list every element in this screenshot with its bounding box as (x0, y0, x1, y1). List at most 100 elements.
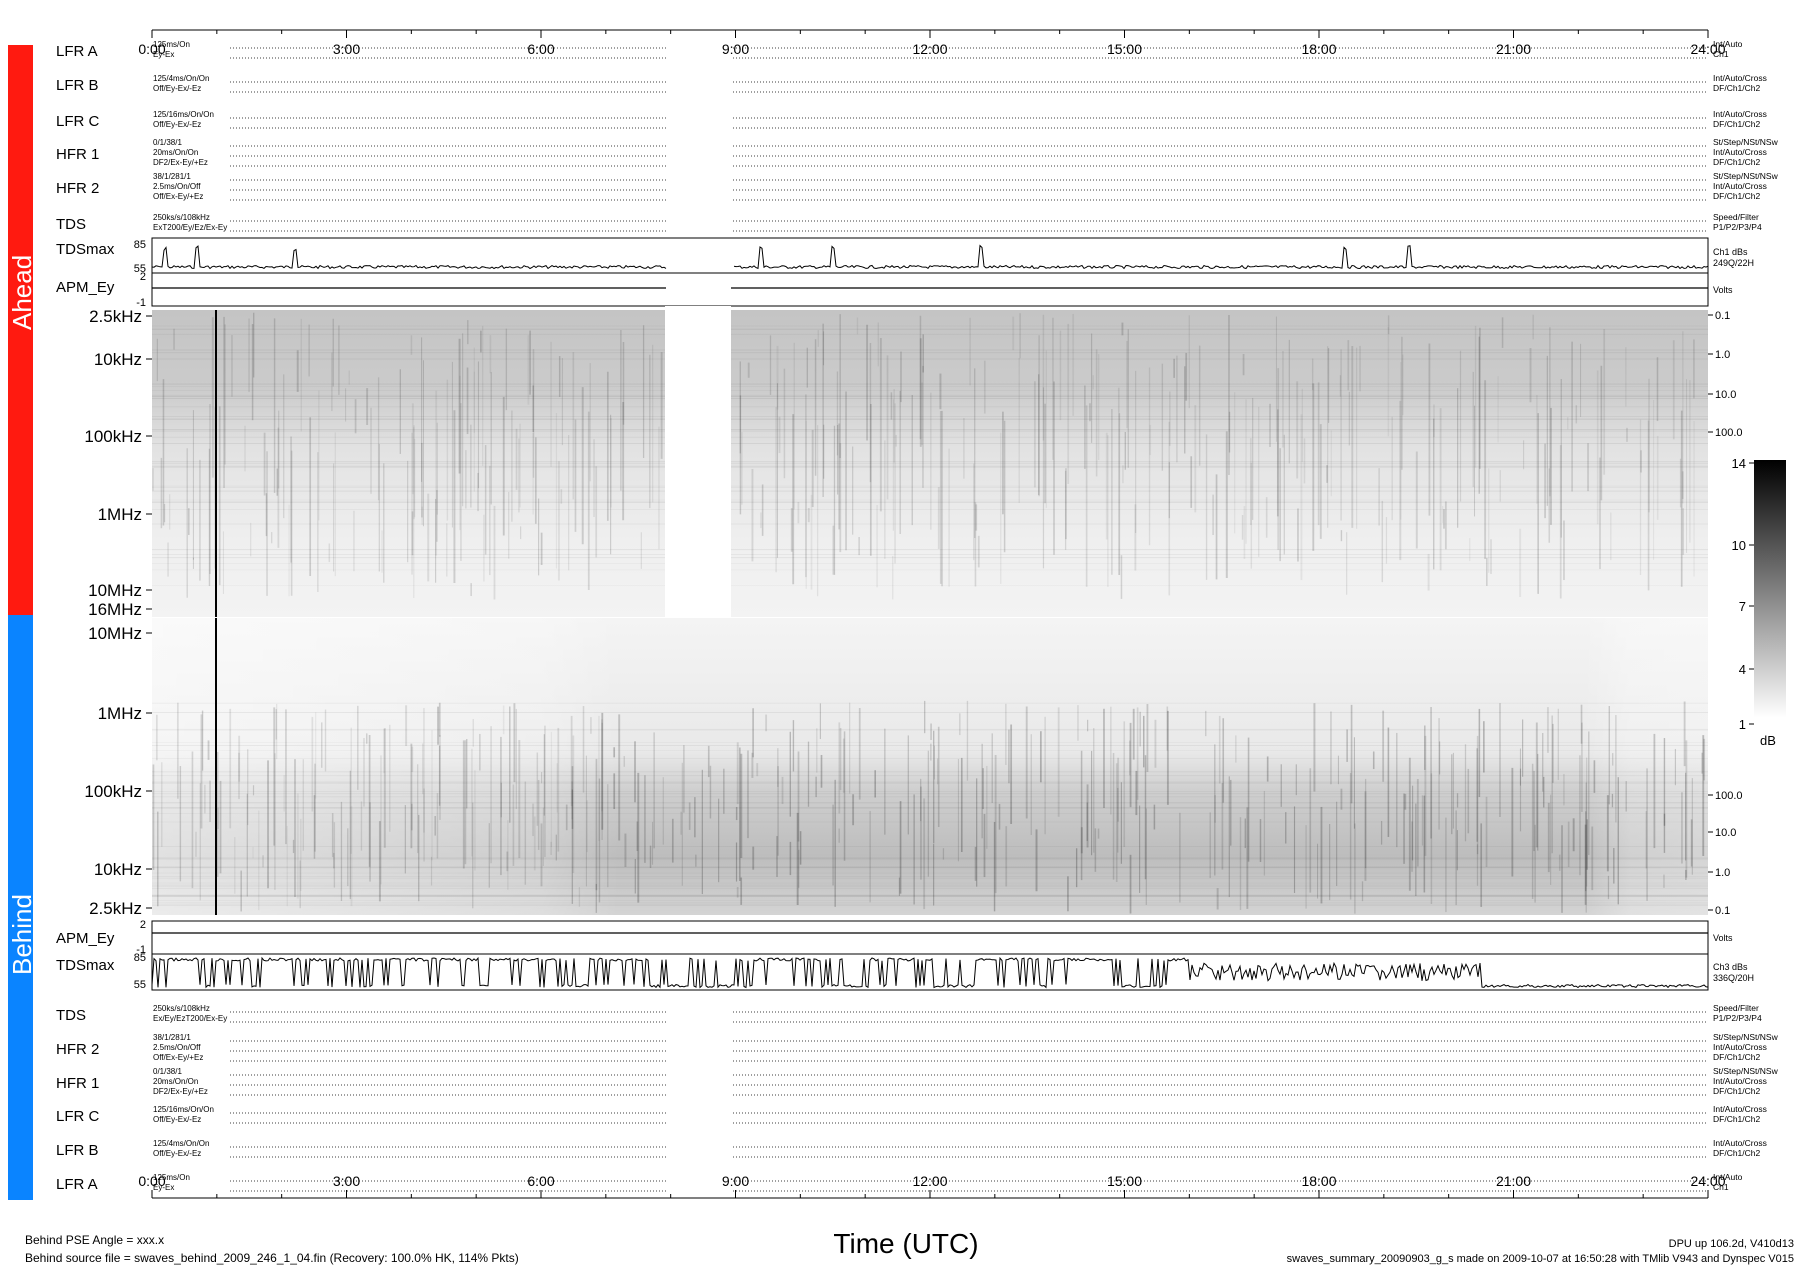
time-tick-label: 24:00 (1690, 41, 1725, 57)
colorbar-tick-label: 4 (1739, 662, 1746, 677)
freq-tick-label: 10MHz (88, 624, 142, 643)
scale-tick-label: 0.1 (1715, 905, 1730, 917)
time-tick-label: 9:00 (722, 1173, 749, 1189)
status-row-setting: Off/Ex-Ey/+Ez (153, 1053, 203, 1062)
time-tick-label: 18:00 (1301, 41, 1336, 57)
ahead-tdsmax-unit: Ch1 dBs (1713, 247, 1748, 257)
status-row-label: LFR A (56, 43, 98, 60)
time-tick-label: 15:00 (1107, 41, 1142, 57)
ahead-data-gap (665, 306, 731, 618)
status-row-label: HFR 2 (56, 1041, 99, 1058)
status-row-setting: 250ks/s/108kHz (153, 213, 210, 222)
status-row-setting: DF2/Ex-Ey/+Ez (153, 1087, 208, 1096)
behind-side-bar (8, 615, 33, 1200)
ahead-right-scale: 0.1 1.0 10.0 100.0 (1708, 310, 1743, 439)
status-row-label: LFR B (56, 1142, 99, 1159)
ahead-tdsmax-tick-lo: 55 (134, 263, 146, 275)
freq-tick-label: 16MHz (88, 600, 142, 619)
status-row-mode: Int/Auto/Cross (1713, 147, 1767, 157)
status-row-setting: Ey-Ex (153, 50, 174, 59)
status-row-mode: DF/Ch1/Ch2 (1713, 157, 1761, 167)
status-row-setting: 38/1/281/1 (153, 1033, 191, 1042)
colorbar: 14 10 7 4 1 dB (1732, 456, 1786, 748)
status-row-mode: DF/Ch1/Ch2 (1713, 191, 1761, 201)
status-row-setting: ExT200/Ey/Ez/Ex-Ey (153, 223, 227, 232)
status-row-setting: DF2/Ex-Ey/+Ez (153, 158, 208, 167)
status-row-setting: 2.5ms/On/Off (153, 182, 201, 191)
behind-apm-unit: Volts (1713, 933, 1733, 943)
behind-frequency-axis: 10MHz 1MHz 100kHz 10kHz 2.5kHz (84, 624, 152, 918)
behind-apm-label: APM_Ey (56, 930, 115, 947)
status-row-label: HFR 1 (56, 146, 99, 163)
status-row-mode: St/Step/NSt/NSw (1713, 137, 1779, 147)
status-row-setting: Off/Ey-Ex/-Ez (153, 1115, 201, 1124)
behind-tdsmax-panel: TDSmax 85 55 Ch3 dBs 336Q/20H (56, 952, 1754, 991)
ahead-tdsmax-panel: TDSmax 85 55 Ch1 dBs 249Q/22H (56, 237, 1754, 275)
time-tick-label: 3:00 (333, 41, 360, 57)
time-tick-label: 3:00 (333, 1173, 360, 1189)
behind-tdsmax-label: TDSmax (56, 957, 115, 974)
colorbar-tick-label: 14 (1732, 456, 1746, 471)
status-row-setting: 2.5ms/On/Off (153, 1043, 201, 1052)
freq-tick-label: 2.5kHz (89, 899, 142, 918)
status-row-mode: DF/Ch1/Ch2 (1713, 1114, 1761, 1124)
ahead-tdsmax-trace (151, 244, 1709, 270)
status-row-setting: 20ms/On/On (153, 1077, 198, 1086)
status-row-setting: Off/Ey-Ex/-Ez (153, 120, 201, 129)
time-tick-label: 6:00 (527, 1173, 554, 1189)
status-row-mode: Int/Auto/Cross (1713, 1138, 1767, 1148)
freq-tick-label: 10kHz (94, 350, 142, 369)
time-tick-label: 0:00 (138, 1173, 165, 1189)
colorbar-ticks: 14 10 7 4 1 (1732, 456, 1754, 732)
time-tick-label: 12:00 (912, 41, 947, 57)
footer-made-on: swaves_summary_20090903_g_s made on 2009… (1287, 1253, 1794, 1265)
x-axis-label: Time (UTC) (833, 1228, 978, 1259)
status-row-label: LFR A (56, 1176, 98, 1193)
behind-spectrogram-texture (152, 700, 1708, 914)
time-tick-label: 12:00 (912, 1173, 947, 1189)
time-tick-label: 18:00 (1301, 1173, 1336, 1189)
ahead-spectrogram-texture (152, 312, 1708, 600)
status-row-label: LFR B (56, 77, 99, 94)
behind-right-scale: 100.0 10.0 1.0 0.1 (1708, 790, 1743, 917)
status-row-label: TDS (56, 216, 86, 233)
top-time-axis: 0:00 3:00 6:00 9:00 12:00 15:00 18:00 21:00 24:0… (138, 29, 1726, 57)
footer-pse-angle: Behind PSE Angle = xxx.x (25, 1233, 164, 1247)
status-row-setting: 125/16ms/On/On (153, 110, 214, 119)
status-row-label: TDS (56, 1007, 86, 1024)
behind-tdsmax-unit: Ch3 dBs (1713, 962, 1748, 972)
status-row-mode: DF/Ch1/Ch2 (1713, 1086, 1761, 1096)
status-row-mode: Int/Auto (1713, 1172, 1743, 1182)
time-tick-label: 24:00 (1690, 1173, 1725, 1189)
status-row-setting: Off/Ey-Ex/-Ez (153, 1149, 201, 1158)
freq-tick-label: 1MHz (98, 505, 142, 524)
status-row-mode: Int/Auto/Cross (1713, 1042, 1767, 1052)
colorbar-tick-label: 7 (1739, 599, 1746, 614)
status-row-mode: Int/Auto/Cross (1713, 1076, 1767, 1086)
behind-apm-panel: APM_Ey 2 -1 Volts (56, 919, 1733, 956)
behind-tdsmax-q: 336Q/20H (1713, 973, 1754, 983)
status-row-setting: Ey-Ex (153, 1183, 174, 1192)
time-tick-label: 0:00 (138, 41, 165, 57)
bottom-time-axis: 0:00 3:00 6:00 9:00 12:00 15:00 18:00 21:00 24:0… (138, 1173, 1726, 1199)
status-row-label: LFR C (56, 1108, 100, 1125)
behind-side-label: Behind (7, 894, 37, 975)
behind-tdsmax-trace (151, 956, 1709, 989)
status-row-setting: 125/4ms/On/On (153, 74, 209, 83)
freq-tick-label: 100kHz (84, 782, 142, 801)
status-row-setting: Off/Ey-Ex/-Ez (153, 84, 201, 93)
status-row-mode: Ch1 (1713, 1182, 1729, 1192)
ahead-tdsmax-q: 249Q/22H (1713, 258, 1754, 268)
status-row-setting: 250ks/s/108kHz (153, 1004, 210, 1013)
status-row-mode: DF/Ch1/Ch2 (1713, 1052, 1761, 1062)
behind-tdsmax-tick-lo: 55 (134, 979, 146, 991)
status-row-mode: DF/Ch1/Ch2 (1713, 83, 1761, 93)
status-row-mode: Speed/Filter (1713, 212, 1759, 222)
ahead-apm-unit: Volts (1713, 285, 1733, 295)
status-row-mode: Speed/Filter (1713, 1003, 1759, 1013)
ahead-side-bar (8, 45, 33, 615)
status-row-mode: P1/P2/P3/P4 (1713, 222, 1762, 232)
